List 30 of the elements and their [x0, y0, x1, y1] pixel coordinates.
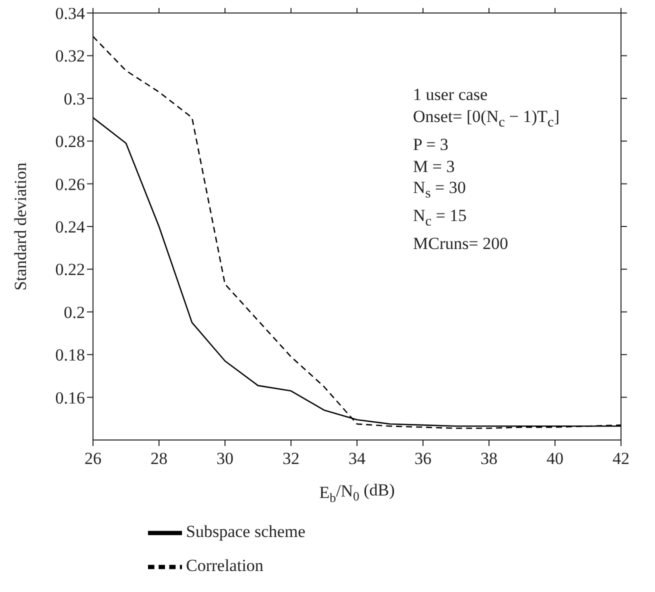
- y-tick-label: 0.22: [55, 260, 85, 280]
- y-tick-label: 0.16: [55, 388, 85, 408]
- legend-label: Subspace scheme: [186, 522, 306, 541]
- y-tick-label: 0.34: [55, 4, 86, 24]
- x-tick-label: 28: [150, 449, 168, 468]
- x-tick-label: 38: [480, 449, 498, 468]
- y-tick-label: 0.28: [55, 132, 85, 152]
- annotation: N$_{s}$ = 30: [413, 177, 467, 204]
- annotation: N$_{c}$ = 15: [413, 205, 468, 232]
- x-tick-label: 30: [216, 449, 234, 468]
- annotation: Onset= [0(N$_{c}$ − 1)T$_{c}$]: [413, 106, 560, 132]
- annotation: P = 3: [413, 134, 450, 156]
- y-axis-title: Standard deviation: [11, 162, 30, 290]
- x-tick-label: 40: [546, 449, 564, 468]
- annotation: M = 3: [413, 156, 456, 178]
- x-tick-label: 42: [612, 449, 630, 468]
- x-tick-label: 34: [348, 449, 366, 468]
- y-tick-label: 0.2: [64, 302, 85, 322]
- legend-label: Correlation: [186, 556, 264, 575]
- x-tick-label: 26: [84, 449, 102, 468]
- y-tick-label: 0.26: [55, 174, 85, 194]
- x-tick-label: 32: [282, 449, 300, 468]
- y-tick-label: 0.24: [55, 218, 86, 237]
- annotation: 1 user case: [413, 84, 489, 106]
- x-tick-label: 36: [414, 449, 432, 468]
- y-tick-label: 0.18: [55, 346, 85, 365]
- x-axis-title: E$_{b}$/N$_{0}$ (dB): [319, 480, 395, 505]
- y-tick-label: 0.3: [64, 89, 85, 108]
- annotation: MCruns= 200: [413, 233, 510, 256]
- y-tick-label: 0.32: [55, 46, 85, 66]
